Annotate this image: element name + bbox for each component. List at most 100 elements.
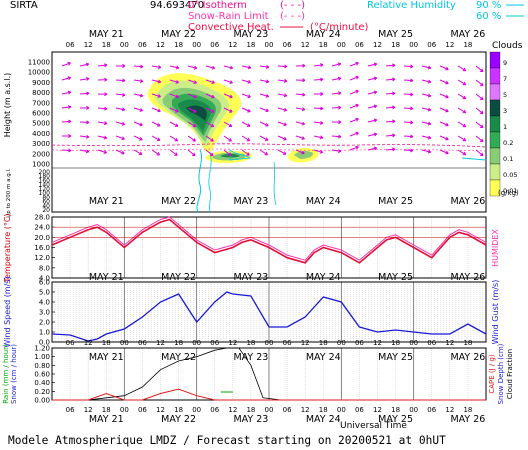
wind-arrow: [385, 92, 396, 95]
day-label: MAY 23: [233, 272, 268, 283]
wind-arrow: [313, 78, 324, 81]
colorbar-level-label: 5: [503, 91, 507, 99]
temperature-tick-label: 20.0: [34, 234, 50, 242]
day-label: MAY 22: [161, 29, 196, 40]
wind-arrow: [349, 76, 359, 81]
wind-arrow-head: [104, 63, 108, 68]
cloud-contour: [294, 150, 314, 159]
wind-arrow-head: [392, 119, 396, 124]
precip-tick-label: 1.20: [34, 345, 50, 353]
wind-arrow-head: [103, 150, 107, 154]
wind-arrow-head: [462, 95, 467, 100]
wind-arrow-head: [247, 79, 252, 84]
wind-tick-label: 6.0: [39, 279, 50, 287]
rh-90-label: 90 %: [476, 0, 501, 11]
hour-tick-label: 18: [174, 41, 183, 49]
height-tick-label: 10000: [28, 69, 50, 77]
wind-arrow-head: [85, 134, 90, 139]
wind-arrow-head: [392, 133, 396, 138]
wind-arrow: [259, 107, 269, 112]
wind-arrow: [403, 135, 414, 138]
wind-arrow-head: [410, 134, 414, 139]
wind-arrow: [223, 93, 233, 98]
day-label: MAY 21: [89, 352, 124, 363]
wind-arrow-head: [319, 63, 324, 67]
hour-tick-label: 18: [391, 339, 400, 347]
wind-arrow: [223, 79, 233, 84]
cloud-field: [147, 73, 319, 164]
wind-arrow-head: [427, 121, 432, 126]
wind-arrow: [457, 121, 466, 128]
rh-label: Relative Humidity: [367, 0, 456, 11]
humidex-axis-title: HUMIDEX: [491, 229, 500, 267]
wind-arrow-head: [373, 104, 378, 109]
colorbar-swatch: [489, 131, 501, 149]
wind-arrow-head: [479, 110, 484, 115]
wind-arrow-head: [228, 152, 232, 157]
wind-arrow-head: [284, 64, 288, 69]
hour-tick-label: 18: [246, 41, 255, 49]
wind-arrow: [367, 133, 377, 137]
wind-arrow-head: [121, 121, 126, 126]
height-tick-label: 6000: [32, 110, 50, 118]
wind-arrow-head: [320, 106, 324, 111]
wind-arrow: [241, 79, 251, 83]
temperature-tick-label: 12.0: [34, 254, 50, 262]
wind-arrow: [349, 146, 359, 151]
wind-arrow: [223, 121, 233, 127]
wind-arrow-head: [210, 123, 215, 128]
wind-arrow: [115, 107, 125, 111]
wind-arrow-head: [373, 132, 378, 137]
day-label: MAY 24: [306, 196, 341, 207]
wind-arrow: [385, 106, 396, 109]
wind-arrow: [313, 64, 323, 67]
wind-arrow-head: [301, 136, 305, 140]
height-tick-label: 4000: [32, 130, 50, 138]
wind-arrow: [295, 149, 305, 154]
colorbar-level-label: 0.05: [503, 171, 517, 179]
hour-tick-label: 12: [84, 41, 93, 49]
wind-arrow: [457, 79, 466, 86]
wind-arrow: [169, 93, 179, 98]
wind-arrow-head: [103, 121, 108, 126]
wind-arrow-head: [85, 76, 90, 81]
wind-arrow-head: [373, 146, 378, 151]
wind-arrow-head: [174, 137, 179, 142]
temperature-tick-label: 4.0: [39, 275, 50, 283]
rh-60-label: 60 %: [476, 11, 501, 22]
wind-arrow-head: [229, 65, 234, 70]
wind-arrow-head: [479, 124, 484, 129]
hour-tick-label: 06: [66, 406, 75, 414]
wind-arrow: [61, 120, 72, 123]
wind-arrow-head: [392, 147, 396, 152]
rh-contour: [229, 149, 251, 161]
isotherm-style: (- - -): [280, 0, 305, 11]
wind-arrow-head: [192, 152, 196, 157]
wind-tick-label: 3.0: [39, 309, 50, 317]
wind-arrow: [169, 65, 179, 69]
wind-arrow: [133, 149, 143, 155]
wind-arrow-head: [264, 137, 269, 141]
wind-arrow-head: [265, 93, 270, 98]
temperature-tick-label: 28.0: [34, 214, 50, 222]
wind-arrow: [133, 121, 143, 126]
wind-arrow-head: [122, 63, 126, 68]
wind-arrow-head: [139, 93, 144, 98]
wind-arrow: [457, 65, 466, 72]
wind-arrow-head: [427, 79, 432, 84]
wind-arrow-head: [265, 122, 269, 127]
wind-arrow-head: [355, 75, 359, 80]
hour-tick-label: 06: [283, 406, 292, 414]
wind-arrow: [259, 65, 269, 68]
wind-arrow-head: [410, 78, 414, 83]
wind-arrow: [241, 107, 251, 113]
wind-arrow-head: [283, 78, 288, 83]
hour-tick-label: 12: [373, 41, 382, 49]
wind-arrow: [439, 93, 449, 98]
hour-tick-label: 06: [427, 406, 436, 414]
wind-arrow-head: [157, 123, 161, 127]
wind-arrow-head: [301, 107, 306, 112]
wind-arrow-head: [67, 76, 72, 81]
wind-arrow: [259, 135, 269, 141]
